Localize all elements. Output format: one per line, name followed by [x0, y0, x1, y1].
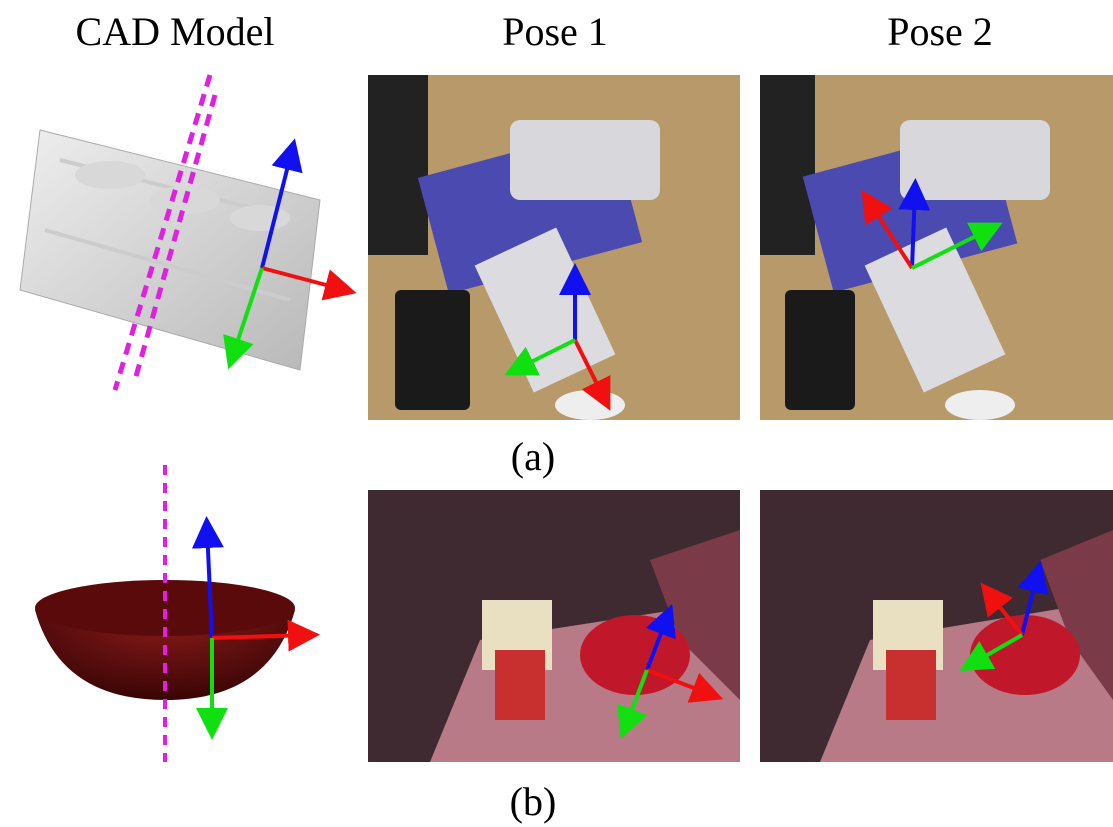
- scene-image: [368, 75, 740, 420]
- cad-model: [35, 465, 320, 762]
- scene-image: [760, 490, 1113, 762]
- cad-model: [19, 74, 357, 391]
- scene-image: [368, 490, 740, 762]
- scene-image: [760, 75, 1113, 420]
- caption: (b): [510, 779, 557, 824]
- column-header: Pose 2: [887, 9, 993, 54]
- column-header: CAD Model: [76, 9, 275, 54]
- column-header: Pose 1: [502, 9, 608, 54]
- caption: (a): [511, 434, 555, 479]
